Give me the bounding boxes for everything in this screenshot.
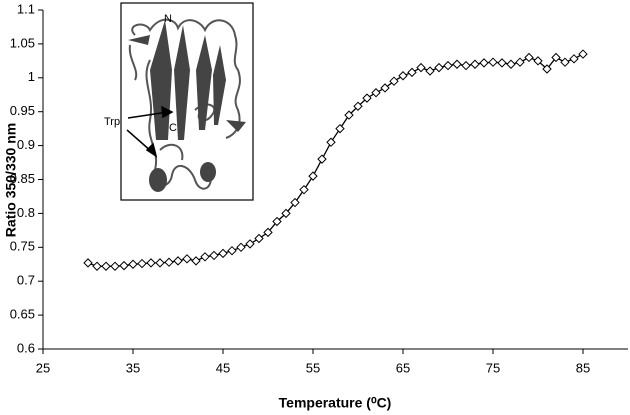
data-point [578, 49, 588, 59]
data-point [137, 258, 147, 269]
data-point [182, 254, 192, 264]
data-point [101, 261, 111, 271]
data-point [110, 261, 120, 271]
data-point [371, 88, 381, 98]
data-point [164, 257, 174, 267]
y-tick-label: 1.1 [17, 1, 35, 16]
y-tick-label: 0.65 [10, 307, 35, 322]
data-point [389, 76, 399, 86]
data-point [443, 60, 453, 71]
data-point [236, 242, 246, 253]
data-point [83, 258, 93, 268]
y-tick-label: 0.9 [17, 137, 35, 152]
data-point [533, 56, 543, 66]
data-point [380, 83, 390, 93]
data-point [200, 252, 210, 262]
data-point [560, 57, 570, 67]
data-point [155, 258, 165, 268]
data-point [191, 256, 201, 266]
data-point [335, 123, 345, 134]
data-point [461, 60, 471, 71]
data-point [569, 54, 579, 64]
data-point [353, 101, 363, 111]
data-point [263, 227, 273, 238]
data-point [506, 59, 516, 69]
data-point [326, 137, 336, 147]
data-point [362, 93, 372, 103]
y-tick-label: 0.75 [10, 239, 35, 254]
data-point [344, 110, 354, 120]
annotation: N [164, 13, 172, 25]
data-point [488, 57, 498, 67]
data-point [92, 261, 102, 271]
data-point [425, 66, 435, 76]
y-tick-label: 0.6 [17, 340, 35, 355]
data-point [407, 67, 417, 78]
data-point [515, 57, 525, 67]
data-point [272, 216, 282, 227]
x-tick-label: 25 [36, 360, 50, 375]
y-tick-label: 0.8 [17, 205, 35, 220]
x-tick-label: 85 [576, 360, 590, 375]
data-point [452, 59, 462, 69]
data-point [218, 248, 228, 259]
x-tick-label: 65 [396, 360, 410, 375]
data-point [308, 171, 318, 181]
data-point [281, 208, 291, 219]
y-tick-label: 1 [28, 69, 35, 84]
data-point [416, 62, 426, 73]
annotation: C [169, 122, 177, 134]
data-point [209, 250, 219, 261]
data-point [227, 245, 237, 256]
y-tick-label: 0.7 [17, 273, 35, 288]
y-tick-label: 0.95 [10, 103, 35, 118]
data-point [146, 258, 156, 268]
data-point [524, 52, 534, 63]
x-tick-label: 55 [306, 360, 320, 375]
x-axis-title: Temperature (⁰C) [279, 395, 392, 411]
x-tick-label: 45 [216, 360, 230, 375]
y-tick-label: 0.85 [10, 171, 35, 186]
x-tick-label: 75 [486, 360, 500, 375]
data-point [398, 71, 408, 81]
structure-inset: N C Trp [104, 2, 254, 201]
data-point [551, 52, 561, 63]
data-point [497, 58, 507, 68]
data-point [299, 184, 309, 195]
x-tick-label: 35 [126, 360, 140, 375]
data-point [542, 64, 552, 74]
data-point [434, 62, 444, 73]
data-point [290, 197, 300, 208]
data-point [470, 59, 480, 69]
data-point [119, 260, 129, 271]
data-point [479, 58, 489, 68]
data-point [245, 239, 255, 249]
data-point [254, 233, 264, 244]
data-point [317, 154, 327, 164]
data-point [128, 259, 138, 269]
y-tick-label: 1.05 [10, 35, 35, 50]
y-axis-title: Ratio 350/330 nm [3, 123, 19, 237]
annotation: Trp [104, 116, 120, 128]
data-point [173, 256, 183, 266]
